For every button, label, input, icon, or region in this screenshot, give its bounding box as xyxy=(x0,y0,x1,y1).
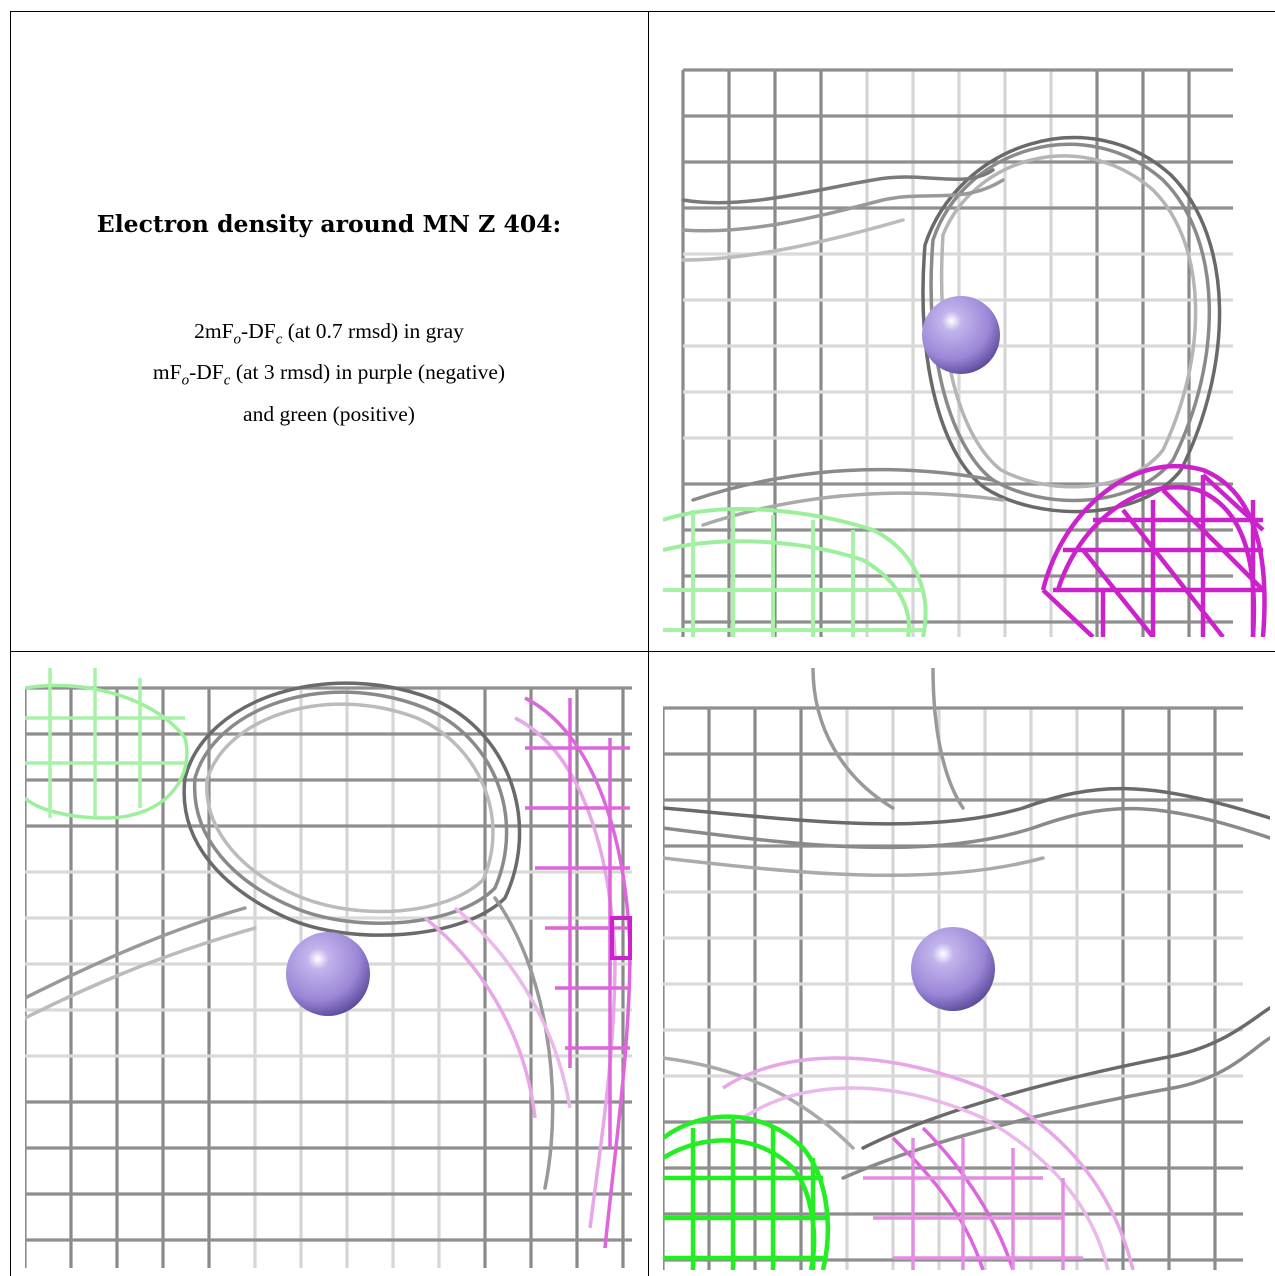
purple-difference-mesh xyxy=(1040,463,1267,637)
mn-atom xyxy=(922,296,1000,374)
green-difference-mesh xyxy=(663,1114,831,1270)
mn-atom xyxy=(286,932,370,1016)
horizontal-divider xyxy=(10,651,1275,652)
vertical-divider xyxy=(648,11,649,1276)
figure-frame xyxy=(10,11,1275,1276)
mn-atom xyxy=(911,927,995,1011)
gray-contour-curves xyxy=(681,135,1222,527)
density-mesh-top-right xyxy=(663,68,1267,637)
legend-line-fofc: mFo-DFc (at 3 rmsd) in purple (negative) xyxy=(152,360,506,389)
legend-line-2fofc: 2mFo-DFc (at 0.7 rmsd) in gray xyxy=(194,319,464,348)
purple-difference-mesh xyxy=(423,696,632,1249)
green-difference-mesh xyxy=(663,507,928,637)
gray-contour-curves xyxy=(25,681,555,1190)
gray-contour-curves xyxy=(663,668,1270,1180)
legend-cell: Electron density around MN Z 404: 2mFo-D… xyxy=(12,13,646,649)
density-panel-bottom-left xyxy=(25,668,632,1268)
legend-line-colors: and green (positive) xyxy=(243,401,415,426)
legend-text: 2mFo-DFc (at 0.7 rmsd) in gray mFo-DFc (… xyxy=(12,315,646,431)
purple-difference-mesh xyxy=(722,1056,1135,1270)
legend-title: Electron density around MN Z 404: xyxy=(96,210,562,238)
green-difference-mesh xyxy=(25,668,189,820)
density-panel-bottom-right xyxy=(663,668,1270,1270)
density-mesh-bottom-right xyxy=(663,668,1270,1270)
density-panel-top-right xyxy=(663,30,1270,637)
density-mesh-bottom-left xyxy=(25,668,632,1268)
